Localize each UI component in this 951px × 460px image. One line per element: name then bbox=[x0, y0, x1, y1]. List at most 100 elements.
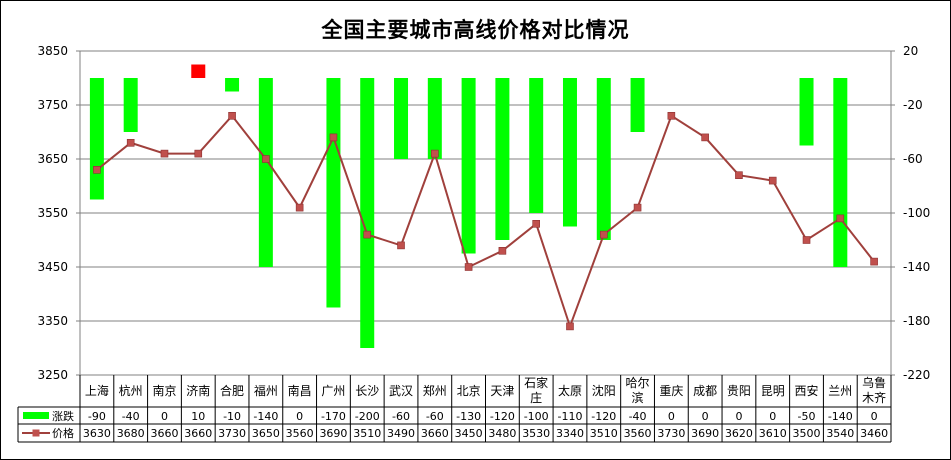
bar bbox=[562, 78, 577, 227]
y-right-tick-label: -60 bbox=[903, 152, 923, 166]
y-left-tick-label: 3450 bbox=[37, 260, 68, 274]
bar-value-cell: -50 bbox=[798, 410, 816, 423]
bar-value-cell: -60 bbox=[392, 410, 410, 423]
bar-value-cell: -40 bbox=[629, 410, 647, 423]
price-point bbox=[566, 322, 574, 331]
price-point bbox=[431, 149, 439, 158]
price-value-cell: 3460 bbox=[860, 427, 888, 440]
category-label: 福州 bbox=[254, 383, 278, 398]
bar-value-cell: -100 bbox=[524, 410, 549, 423]
bar-value-cell: -40 bbox=[122, 410, 140, 423]
price-value-cell: 3680 bbox=[117, 427, 145, 440]
bar bbox=[529, 78, 544, 213]
bar-value-cell: -110 bbox=[557, 410, 582, 423]
bar-value-cell: -130 bbox=[456, 410, 481, 423]
bar bbox=[495, 78, 510, 240]
bar-value-cell: 0 bbox=[296, 410, 303, 423]
bar-value-cell: 0 bbox=[769, 410, 776, 423]
bar-value-cell: 0 bbox=[735, 410, 742, 423]
price-value-cell: 3540 bbox=[826, 427, 854, 440]
price-value-cell: 3660 bbox=[150, 427, 178, 440]
line-series bbox=[93, 112, 878, 331]
bar bbox=[461, 78, 476, 254]
price-value-cell: 3500 bbox=[793, 427, 821, 440]
price-value-cell: 3510 bbox=[590, 427, 618, 440]
legend-label-line: 价格 bbox=[52, 426, 74, 440]
category-label: 济南 bbox=[186, 383, 210, 398]
category-label: 天津 bbox=[490, 384, 514, 398]
price-point bbox=[735, 171, 743, 179]
price-value-cell: 3560 bbox=[624, 427, 652, 440]
legend-key-marker bbox=[32, 429, 40, 437]
category-label: 郑州 bbox=[423, 383, 447, 398]
price-point bbox=[329, 133, 338, 142]
price-line bbox=[96, 114, 875, 330]
y-right-tick-label: -20 bbox=[903, 98, 923, 112]
category-label: 武汉 bbox=[389, 384, 413, 398]
bar bbox=[123, 78, 138, 132]
price-point bbox=[126, 139, 135, 147]
category-label: 南昌 bbox=[288, 383, 312, 398]
price-point bbox=[295, 203, 304, 212]
y-right-tick-label: -100 bbox=[903, 206, 930, 220]
bar-value-cell: -120 bbox=[490, 410, 515, 423]
bar bbox=[360, 78, 375, 348]
price-point bbox=[701, 133, 709, 142]
bar bbox=[191, 64, 206, 78]
category-label: 哈尔 bbox=[626, 375, 650, 390]
category-label: 上海 bbox=[85, 383, 109, 398]
price-value-cell: 3510 bbox=[353, 427, 381, 440]
bar bbox=[427, 78, 442, 159]
price-value-cell: 3610 bbox=[759, 427, 787, 440]
category-label: 兰州 bbox=[828, 384, 852, 398]
price-point bbox=[870, 257, 878, 266]
category-label: 合肥 bbox=[220, 383, 244, 398]
price-point bbox=[262, 155, 270, 163]
category-label: 沈阳 bbox=[592, 383, 616, 398]
category-label: 西安 bbox=[795, 383, 819, 398]
price-value-cell: 3630 bbox=[83, 427, 111, 440]
bar bbox=[225, 78, 240, 92]
bar bbox=[258, 78, 273, 267]
bar-value-cell: 0 bbox=[702, 410, 709, 423]
bar bbox=[394, 78, 409, 159]
price-value-cell: 3480 bbox=[488, 427, 516, 440]
bar-value-cell: -170 bbox=[321, 410, 346, 423]
category-label: 乌鲁 bbox=[862, 375, 886, 390]
category-label: 成都 bbox=[693, 384, 717, 398]
price-point bbox=[633, 203, 642, 212]
price-value-cell: 3660 bbox=[184, 427, 212, 440]
legend-label-bar: 涨跌 bbox=[52, 409, 74, 423]
price-point bbox=[464, 263, 473, 271]
bar bbox=[833, 78, 848, 267]
bar-value-cell: 10 bbox=[191, 410, 205, 423]
y-right-tick-label: -140 bbox=[903, 260, 930, 274]
price-point bbox=[667, 112, 676, 120]
category-label: 长沙 bbox=[355, 384, 379, 398]
y-right-tick-label: 20 bbox=[903, 44, 918, 58]
category-label: 太原 bbox=[558, 383, 582, 398]
price-point bbox=[228, 112, 236, 120]
price-point bbox=[532, 220, 540, 228]
bar-value-cell: 0 bbox=[668, 410, 675, 423]
bar-series bbox=[89, 64, 848, 348]
y-left-tick-label: 3750 bbox=[37, 98, 68, 112]
price-value-cell: 3530 bbox=[522, 427, 550, 440]
bar-value-cell: 0 bbox=[871, 410, 878, 423]
price-value-cell: 3340 bbox=[556, 427, 584, 440]
category-label: 杭州 bbox=[119, 383, 143, 398]
price-point bbox=[802, 236, 811, 244]
category-label: 庄 bbox=[530, 390, 542, 405]
bar-value-cell: -90 bbox=[88, 410, 106, 423]
bar bbox=[326, 78, 341, 308]
price-point bbox=[93, 166, 101, 174]
price-value-cell: 3660 bbox=[421, 427, 449, 440]
category-label: 重庆 bbox=[659, 384, 683, 398]
price-point bbox=[160, 149, 169, 158]
y-left-tick-label: 3350 bbox=[37, 314, 68, 328]
y-right-tick-label: -180 bbox=[903, 314, 930, 328]
price-value-cell: 3450 bbox=[455, 427, 483, 440]
axes: 3850 3750 3650 3550 3450 3350 3250 20 -20 -60 -100… bbox=[37, 44, 930, 382]
category-label: 昆明 bbox=[761, 384, 785, 398]
